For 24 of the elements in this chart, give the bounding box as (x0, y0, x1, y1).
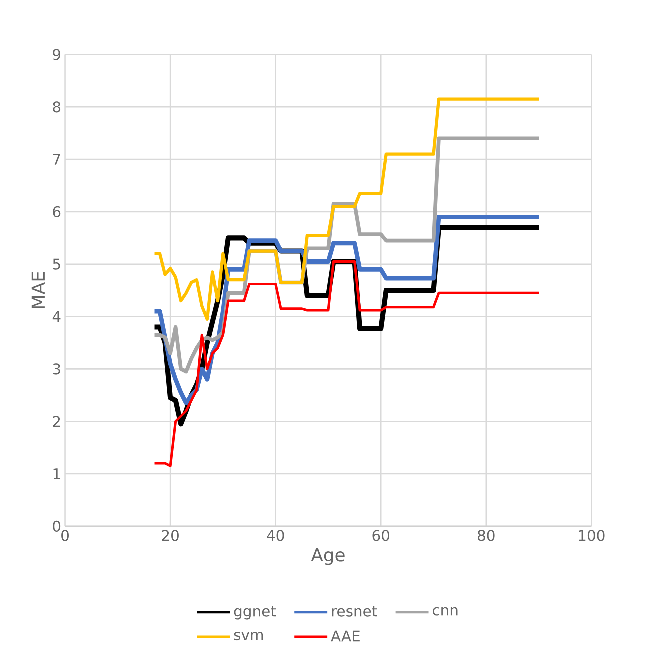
y-tick-label: 5 (54, 258, 60, 270)
y-tick-label: 2 (53, 416, 60, 428)
x-tick-label: 0 (62, 530, 70, 542)
legend-label: svm (234, 632, 264, 641)
x-axis-title: Age (312, 548, 346, 566)
x-tick-label: 80 (478, 530, 496, 542)
legend-label: AAE (331, 630, 360, 642)
legend-label: cnn (433, 607, 458, 616)
y-tick-label: 4 (53, 311, 61, 322)
x-tick-label: 100 (579, 530, 605, 542)
x-tick-label: 60 (372, 530, 390, 542)
y-tick-label: 8 (53, 102, 61, 113)
y-tick-label: 9 (53, 49, 61, 60)
y-axis-title: MAE (32, 272, 46, 308)
x-tick-label: 40 (267, 530, 284, 542)
y-tick-label: 6 (53, 206, 61, 218)
y-tick-label: 1 (54, 468, 60, 480)
y-tick-label: 0 (53, 520, 61, 532)
x-tick-label: 20 (162, 530, 180, 542)
y-tick-label: 3 (54, 364, 61, 375)
legend-label: ggnet (234, 606, 276, 620)
line-series (153, 98, 541, 321)
y-tick-label: 7 (54, 154, 61, 165)
legend-label: resnet (332, 606, 378, 617)
